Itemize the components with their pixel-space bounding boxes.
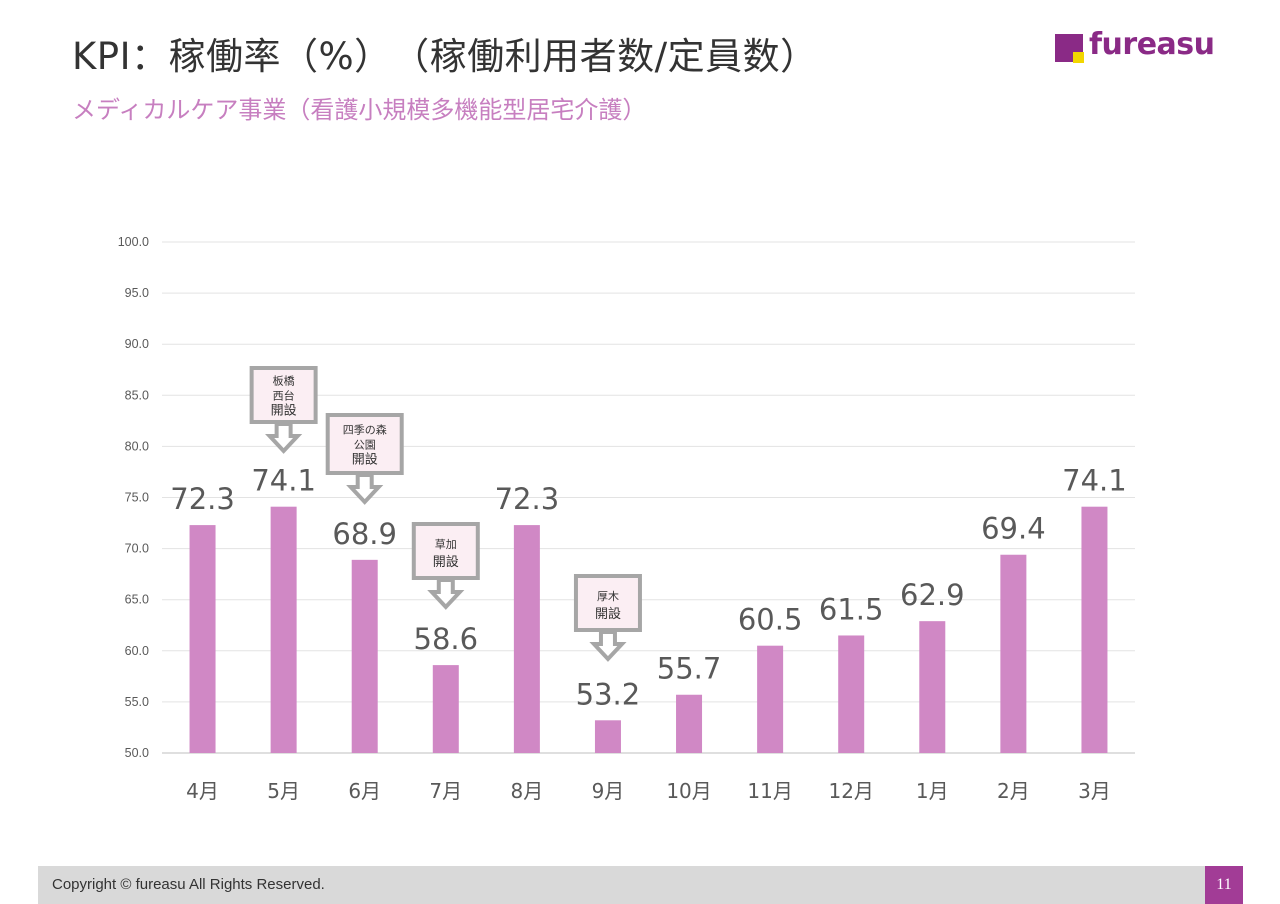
data-label: 60.5 <box>738 603 803 637</box>
y-tick-label: 75.0 <box>125 491 149 505</box>
bar <box>513 525 540 753</box>
y-tick-label: 95.0 <box>125 286 149 300</box>
y-tick-label: 70.0 <box>125 542 149 556</box>
bar <box>919 621 946 753</box>
data-label: 72.3 <box>170 482 235 516</box>
annotation-text: 開設 <box>352 452 378 468</box>
annotation-arrow <box>589 630 627 662</box>
x-tick-label: 1月 <box>916 779 949 803</box>
data-label: 53.2 <box>576 677 641 711</box>
bar <box>838 635 865 753</box>
x-tick-label: 7月 <box>429 779 462 803</box>
data-label: 69.4 <box>981 512 1046 546</box>
page-title: KPI：稼働率（%） （稼働利用者数/定員数） <box>72 35 818 78</box>
data-label: 68.9 <box>332 517 397 551</box>
annotation-text: 板橋 <box>273 374 295 388</box>
y-tick-label: 100.0 <box>118 235 149 249</box>
annotation-text: 開設 <box>271 403 297 419</box>
bar <box>1000 554 1027 753</box>
x-tick-label: 12月 <box>828 779 873 803</box>
y-tick-label: 65.0 <box>125 593 149 607</box>
annotation-text: 四季の森 <box>343 423 387 437</box>
annotation-text: 開設 <box>595 606 621 622</box>
bar-chart: 50.0 55.0 60.0 65.0 70.0 75.0 80.0 85.0 90.0 95.0… <box>118 235 1135 803</box>
x-tick-label: 11月 <box>747 779 792 803</box>
annotation-text: 西台 <box>273 389 295 403</box>
data-label: 55.7 <box>657 652 722 686</box>
x-tick-label: 10月 <box>666 779 711 803</box>
page-subtitle: メディカルケア事業（看護小規模多機能型居宅介護） <box>72 96 647 124</box>
data-label: 74.1 <box>1062 464 1127 498</box>
bar <box>594 720 621 753</box>
page-number: 11 <box>1205 866 1243 904</box>
data-label: 74.1 <box>251 464 316 498</box>
data-label: 58.6 <box>414 622 479 656</box>
annotation-text: 開設 <box>433 554 459 570</box>
bar <box>1081 506 1108 753</box>
annotation-text: 厚木 <box>597 590 619 603</box>
bar <box>757 645 784 753</box>
annotation-arrow <box>346 473 384 505</box>
y-tick-label: 50.0 <box>125 746 149 760</box>
y-tick-label: 55.0 <box>125 695 149 709</box>
copyright-text: Copyright © fureasu All Rights Reserved. <box>52 876 325 893</box>
bar <box>270 506 297 753</box>
bar <box>189 525 216 753</box>
y-tick-label: 90.0 <box>125 337 149 351</box>
y-tick-label: 60.0 <box>125 644 149 658</box>
x-tick-label: 8月 <box>511 779 544 803</box>
y-tick-label: 80.0 <box>125 439 149 453</box>
x-tick-label: 2月 <box>997 779 1030 803</box>
bar <box>676 694 703 753</box>
logo-text: fureasu <box>1089 27 1215 62</box>
annotation-text: 草加 <box>435 538 457 551</box>
annotation-arrow <box>265 422 303 454</box>
y-tick-label: 85.0 <box>125 388 149 402</box>
annotation-arrow <box>427 578 465 610</box>
data-label: 62.9 <box>900 578 965 612</box>
x-tick-label: 6月 <box>348 779 381 803</box>
x-tick-label: 3月 <box>1078 779 1111 803</box>
footer-bar: Copyright © fureasu All Rights Reserved.… <box>38 866 1243 904</box>
bar <box>351 559 378 753</box>
data-label: 72.3 <box>495 482 560 516</box>
x-tick-label: 9月 <box>592 779 625 803</box>
x-tick-label: 5月 <box>267 779 300 803</box>
brand-logo: fureasu <box>1055 27 1225 68</box>
bar <box>432 665 459 753</box>
logo-accent-square <box>1073 52 1084 63</box>
data-label: 61.5 <box>819 592 884 626</box>
annotation-text: 公園 <box>354 439 376 452</box>
x-tick-label: 4月 <box>186 779 219 803</box>
